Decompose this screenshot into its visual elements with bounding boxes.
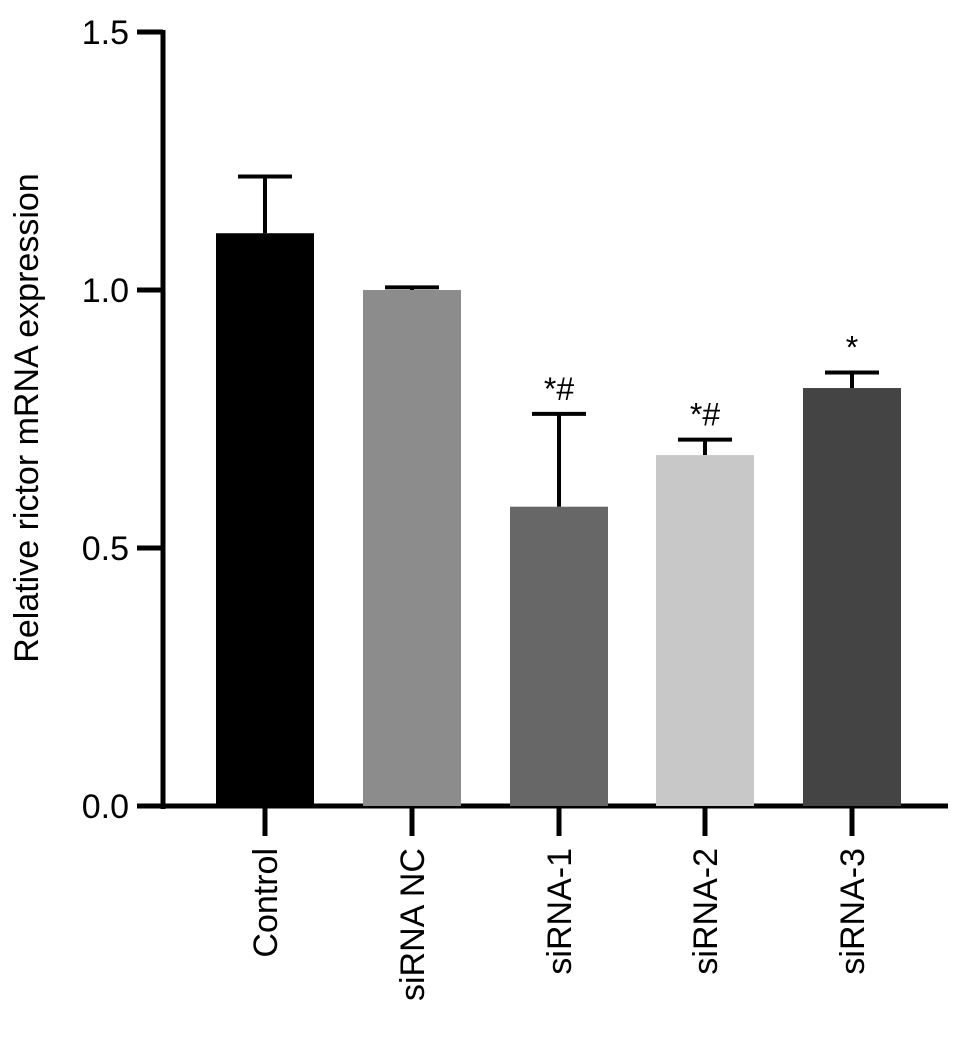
significance-label: *# (544, 371, 574, 407)
bar (803, 388, 901, 806)
bars-group: *# *# * (216, 174, 901, 807)
x-tick-label: siRNA-2 (687, 848, 725, 975)
bar-group (363, 285, 461, 806)
bar-group: *# (510, 371, 608, 806)
bar (656, 455, 754, 806)
bar-group (216, 174, 314, 807)
x-tick-label: Control (247, 848, 285, 958)
bar-group: * (803, 330, 901, 806)
y-tick-label: 1.5 (82, 14, 129, 52)
x-tick-label: siRNA-3 (834, 848, 872, 975)
x-tick-label: siRNA-1 (541, 848, 579, 975)
x-tick-label: siRNA NC (394, 848, 432, 1001)
bar (363, 290, 461, 806)
bar-group: *# (656, 397, 754, 806)
significance-label: * (846, 330, 858, 366)
y-tick-label: 0.5 (82, 530, 129, 568)
y-axis-title: Relative rictor mRNA expression (8, 173, 46, 662)
y-tick-label: 0.0 (82, 788, 129, 826)
y-tick-label: 1.0 (82, 272, 129, 310)
significance-label: *# (690, 397, 720, 433)
bar (510, 506, 608, 806)
bar (216, 233, 314, 807)
x-axis: Control siRNA NC siRNA-1 siRNA-2 siRNA-3 (161, 803, 948, 1001)
y-axis: 0.0 0.5 1.0 1.5 (82, 14, 166, 826)
